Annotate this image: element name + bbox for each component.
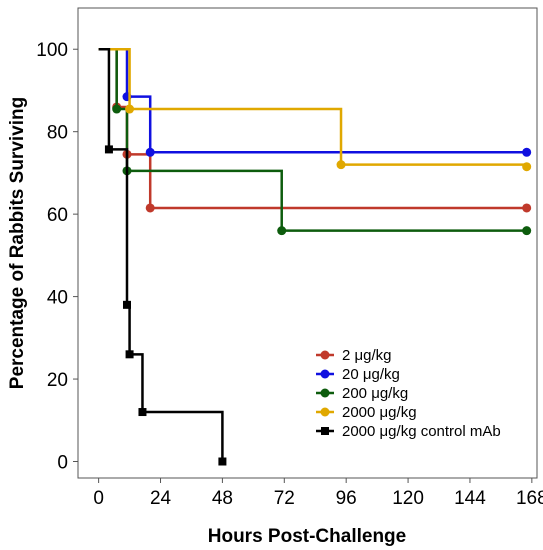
x-tick-label: 0	[93, 488, 104, 509]
legend-item: 2000 μg/kg control mAb	[316, 423, 501, 440]
data-point	[138, 408, 147, 417]
legend-marker	[320, 388, 330, 398]
legend-marker	[321, 427, 329, 435]
series-4	[98, 47, 227, 466]
y-tick-label: 20	[47, 370, 68, 391]
y-tick-label: 60	[47, 205, 68, 226]
x-tick-label: 168	[516, 488, 543, 509]
x-tick-label: 120	[392, 488, 424, 509]
x-tick-label: 24	[150, 488, 172, 509]
legend-marker	[320, 350, 330, 360]
series-line	[98, 47, 528, 167]
y-axis-title: Percentage of Rabbits Surviving	[7, 97, 28, 389]
plot-frame	[77, 7, 538, 479]
legend-label: 2 μg/kg	[342, 347, 392, 364]
x-tick-label: 96	[336, 488, 357, 509]
data-point	[125, 350, 134, 359]
legend-item: 20 μg/kg	[316, 366, 400, 383]
series-line	[98, 47, 527, 232]
x-axis-title: Hours Post-Challenge	[208, 526, 406, 547]
legend-label: 2000 μg/kg control mAb	[342, 423, 501, 440]
legend-label: 20 μg/kg	[342, 366, 400, 383]
data-point	[522, 162, 532, 172]
series-line	[98, 47, 527, 210]
legend: 2 μg/kg 20 μg/kg 200 μg/kg 2000 μg/kg 2000 μ…	[316, 347, 501, 440]
y-tick-label: 100	[36, 40, 68, 61]
data-point	[336, 160, 346, 170]
y-tick-label: 0	[57, 453, 68, 474]
x-tick-label: 48	[212, 488, 233, 509]
x-tick-label: 144	[454, 488, 486, 509]
y-tick-label: 80	[47, 123, 68, 144]
series-1	[98, 47, 532, 157]
data-point	[145, 203, 155, 213]
data-point	[125, 104, 135, 114]
data-point	[522, 226, 532, 236]
legend-label: 200 μg/kg	[342, 385, 408, 402]
x-tick-label: 72	[274, 488, 295, 509]
data-point	[104, 145, 113, 154]
series-3	[98, 47, 532, 172]
data-point	[122, 300, 131, 309]
data-point	[522, 203, 532, 213]
series-layer	[98, 47, 532, 466]
legend-label: 2000 μg/kg	[342, 404, 417, 421]
y-axis-ticks: 0 20 40 60 80 100	[36, 40, 78, 474]
y-tick-label: 40	[47, 288, 68, 309]
legend-marker	[320, 407, 330, 417]
series-0	[98, 47, 532, 213]
data-point	[277, 226, 287, 236]
series-line	[98, 47, 527, 154]
legend-item: 2000 μg/kg	[316, 404, 417, 421]
data-point	[522, 147, 532, 157]
data-point	[112, 104, 122, 114]
legend-marker	[320, 369, 330, 379]
legend-item: 2 μg/kg	[316, 347, 392, 364]
legend-item: 200 μg/kg	[316, 385, 408, 402]
x-axis-ticks: 0 24 48 72 96 120 144 168	[93, 478, 543, 509]
data-point	[145, 147, 155, 157]
data-point	[218, 457, 227, 466]
